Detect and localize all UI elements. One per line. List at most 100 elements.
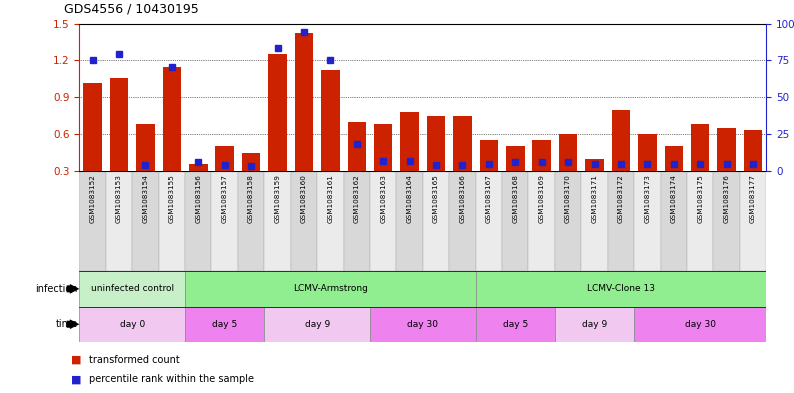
Text: time: time	[56, 319, 78, 329]
Bar	[264, 171, 291, 271]
Text: GDS4556 / 10430195: GDS4556 / 10430195	[64, 3, 198, 16]
Bar	[264, 307, 370, 342]
Bar	[740, 171, 766, 271]
Bar	[502, 171, 529, 271]
Text: GSM1083152: GSM1083152	[90, 174, 95, 223]
Bar	[185, 271, 476, 307]
Bar	[211, 171, 238, 271]
Text: GSM1083162: GSM1083162	[354, 174, 360, 223]
Text: GSM1083165: GSM1083165	[433, 174, 439, 223]
Text: ■: ■	[71, 374, 82, 384]
Bar	[163, 66, 181, 171]
Text: GSM1083157: GSM1083157	[222, 174, 228, 223]
Text: GSM1083169: GSM1083169	[538, 174, 545, 223]
Bar	[295, 33, 313, 171]
Bar	[713, 171, 740, 271]
Text: day 5: day 5	[212, 320, 237, 329]
Bar	[453, 116, 472, 171]
Bar	[370, 171, 396, 271]
Text: GSM1083161: GSM1083161	[327, 174, 333, 223]
Bar	[321, 70, 340, 171]
Bar	[268, 54, 287, 171]
Text: percentile rank within the sample: percentile rank within the sample	[89, 374, 254, 384]
Bar	[559, 134, 577, 171]
Bar	[137, 124, 155, 171]
Bar	[317, 171, 344, 271]
Text: LCMV-Clone 13: LCMV-Clone 13	[587, 285, 655, 293]
Text: day 9: day 9	[582, 320, 607, 329]
Bar	[422, 171, 449, 271]
Text: day 30: day 30	[407, 320, 438, 329]
Bar	[238, 171, 264, 271]
Bar	[79, 307, 185, 342]
Bar	[638, 134, 657, 171]
Bar	[607, 171, 634, 271]
Bar	[79, 271, 185, 307]
Bar	[189, 163, 207, 171]
Text: GSM1083153: GSM1083153	[116, 174, 122, 223]
Text: GSM1083155: GSM1083155	[169, 174, 175, 223]
Bar	[476, 271, 766, 307]
Bar	[215, 146, 234, 171]
Text: GSM1083172: GSM1083172	[618, 174, 624, 223]
Text: day 30: day 30	[684, 320, 715, 329]
Text: GSM1083171: GSM1083171	[592, 174, 598, 223]
Bar	[661, 171, 687, 271]
Text: LCMV-Armstrong: LCMV-Armstrong	[293, 285, 368, 293]
Bar	[506, 146, 525, 171]
Bar	[344, 171, 370, 271]
Text: infection: infection	[35, 284, 78, 294]
Bar	[83, 83, 102, 171]
Bar	[665, 146, 683, 171]
Bar	[585, 159, 603, 171]
Bar	[449, 171, 476, 271]
Text: GSM1083170: GSM1083170	[565, 174, 571, 223]
Text: GSM1083163: GSM1083163	[380, 174, 386, 223]
Text: GSM1083166: GSM1083166	[460, 174, 465, 223]
Text: day 0: day 0	[120, 320, 145, 329]
Bar	[717, 128, 736, 171]
Bar	[634, 171, 661, 271]
Bar	[691, 124, 709, 171]
Text: GSM1083175: GSM1083175	[697, 174, 703, 223]
Bar	[533, 140, 551, 171]
Bar	[185, 307, 264, 342]
Bar	[426, 116, 445, 171]
Text: GSM1083176: GSM1083176	[723, 174, 730, 223]
Text: GSM1083156: GSM1083156	[195, 174, 201, 223]
Bar	[159, 171, 185, 271]
Bar	[687, 171, 713, 271]
Bar	[370, 307, 476, 342]
Bar	[374, 124, 392, 171]
Bar	[396, 171, 422, 271]
Bar	[133, 171, 159, 271]
Bar	[611, 110, 630, 171]
Bar	[476, 171, 502, 271]
Bar	[476, 307, 555, 342]
Text: GSM1083164: GSM1083164	[407, 174, 413, 223]
Bar	[581, 171, 607, 271]
Bar	[106, 171, 133, 271]
Text: GSM1083154: GSM1083154	[142, 174, 148, 223]
Bar	[634, 307, 766, 342]
Text: day 5: day 5	[503, 320, 528, 329]
Text: GSM1083174: GSM1083174	[671, 174, 676, 223]
Text: GSM1083158: GSM1083158	[248, 174, 254, 223]
Bar	[555, 307, 634, 342]
Text: GSM1083159: GSM1083159	[275, 174, 280, 223]
Bar	[480, 140, 498, 171]
Text: GSM1083168: GSM1083168	[512, 174, 518, 223]
Bar	[185, 171, 211, 271]
Text: GSM1083173: GSM1083173	[645, 174, 650, 223]
Text: GSM1083167: GSM1083167	[486, 174, 491, 223]
Bar	[555, 171, 581, 271]
Text: ■: ■	[71, 354, 82, 365]
Text: transformed count: transformed count	[89, 354, 179, 365]
Bar	[744, 130, 762, 171]
Bar	[110, 78, 129, 171]
Bar	[291, 171, 317, 271]
Bar	[79, 171, 106, 271]
Bar	[348, 122, 366, 171]
Bar	[242, 152, 260, 171]
Bar	[400, 112, 419, 171]
